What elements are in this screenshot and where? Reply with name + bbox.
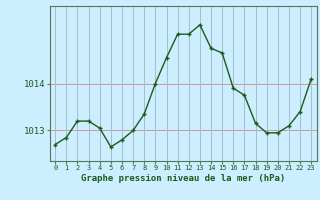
X-axis label: Graphe pression niveau de la mer (hPa): Graphe pression niveau de la mer (hPa) xyxy=(81,174,285,183)
